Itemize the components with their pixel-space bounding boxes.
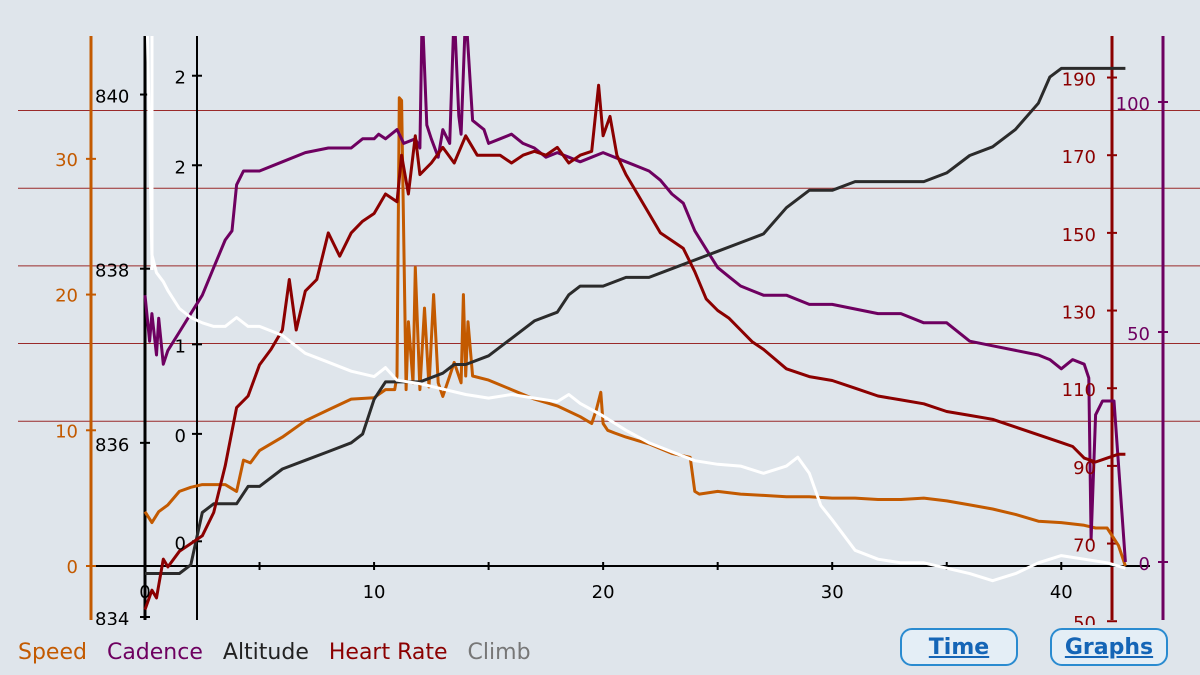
series-line-cadence xyxy=(143,36,1127,563)
series-line-speed xyxy=(143,96,1127,567)
hr-tick-label-150: 150 xyxy=(1062,225,1096,246)
climb-tick-label-0: 0 xyxy=(175,533,186,554)
climb-tick-label-2: 1 xyxy=(175,336,186,357)
altitude-tick-label-836: 836 xyxy=(95,435,129,456)
cadence-tick-label-0: 0 xyxy=(1139,554,1150,575)
cadence-tick-label-50: 50 xyxy=(1127,324,1150,345)
chart-series xyxy=(143,36,1127,611)
series-line-altitude xyxy=(145,66,1126,575)
x-tick-label-20: 20 xyxy=(592,582,615,603)
chart-tick-labels: 0 10 20 30 40 0 10 20 30 834 836 838 840 0 0 1 2 2 50 70 90 1… xyxy=(55,68,1150,625)
x-tick-label-0: 0 xyxy=(139,582,150,603)
cadence-tick-label-100: 100 xyxy=(1116,94,1150,115)
hr-tick-label-90: 90 xyxy=(1073,458,1096,479)
legend-altitude: Altitude xyxy=(222,640,309,665)
graphs-button[interactable]: Graphs xyxy=(1050,628,1168,666)
hr-tick-label-170: 170 xyxy=(1062,147,1096,168)
climb-tick-label-1: 0 xyxy=(175,426,186,447)
legend-climb: Climb xyxy=(467,640,531,665)
x-tick-label-40: 40 xyxy=(1050,582,1073,603)
hr-tick-label-50: 50 xyxy=(1073,613,1096,625)
series-line-heart-rate xyxy=(143,83,1126,611)
legend: Speed Cadence Altitude Heart Rate Climb xyxy=(18,640,531,665)
hr-tick-label-110: 110 xyxy=(1062,380,1096,401)
altitude-tick-label-838: 838 xyxy=(95,261,129,282)
hr-tick-label-70: 70 xyxy=(1073,536,1096,557)
legend-speed: Speed xyxy=(18,640,87,665)
climb-tick-label-4: 2 xyxy=(175,68,186,89)
altitude-tick-label-840: 840 xyxy=(95,87,129,108)
speed-tick-label-20: 20 xyxy=(55,286,78,307)
legend-cadence: Cadence xyxy=(106,640,203,665)
speed-tick-label-10: 10 xyxy=(55,421,78,442)
speed-tick-label-0: 0 xyxy=(67,557,78,578)
speed-tick-label-30: 30 xyxy=(55,150,78,171)
x-tick-label-30: 30 xyxy=(821,582,844,603)
hr-tick-label-190: 190 xyxy=(1062,70,1096,91)
chart-axes xyxy=(86,36,1168,623)
x-tick-label-10: 10 xyxy=(363,582,386,603)
altitude-tick-label-834: 834 xyxy=(95,609,129,625)
legend-heart-rate: Heart Rate xyxy=(328,640,448,665)
multi-series-line-chart: 0 10 20 30 40 0 10 20 30 834 836 838 840 0 0 1 2 2 50 70 90 1… xyxy=(18,36,1200,625)
hr-tick-label-130: 130 xyxy=(1062,303,1096,324)
heart-rate-gridlines xyxy=(18,110,1200,422)
series-line-climb xyxy=(145,36,1126,583)
time-button[interactable]: Time xyxy=(900,628,1018,666)
climb-tick-label-3: 2 xyxy=(175,157,186,178)
